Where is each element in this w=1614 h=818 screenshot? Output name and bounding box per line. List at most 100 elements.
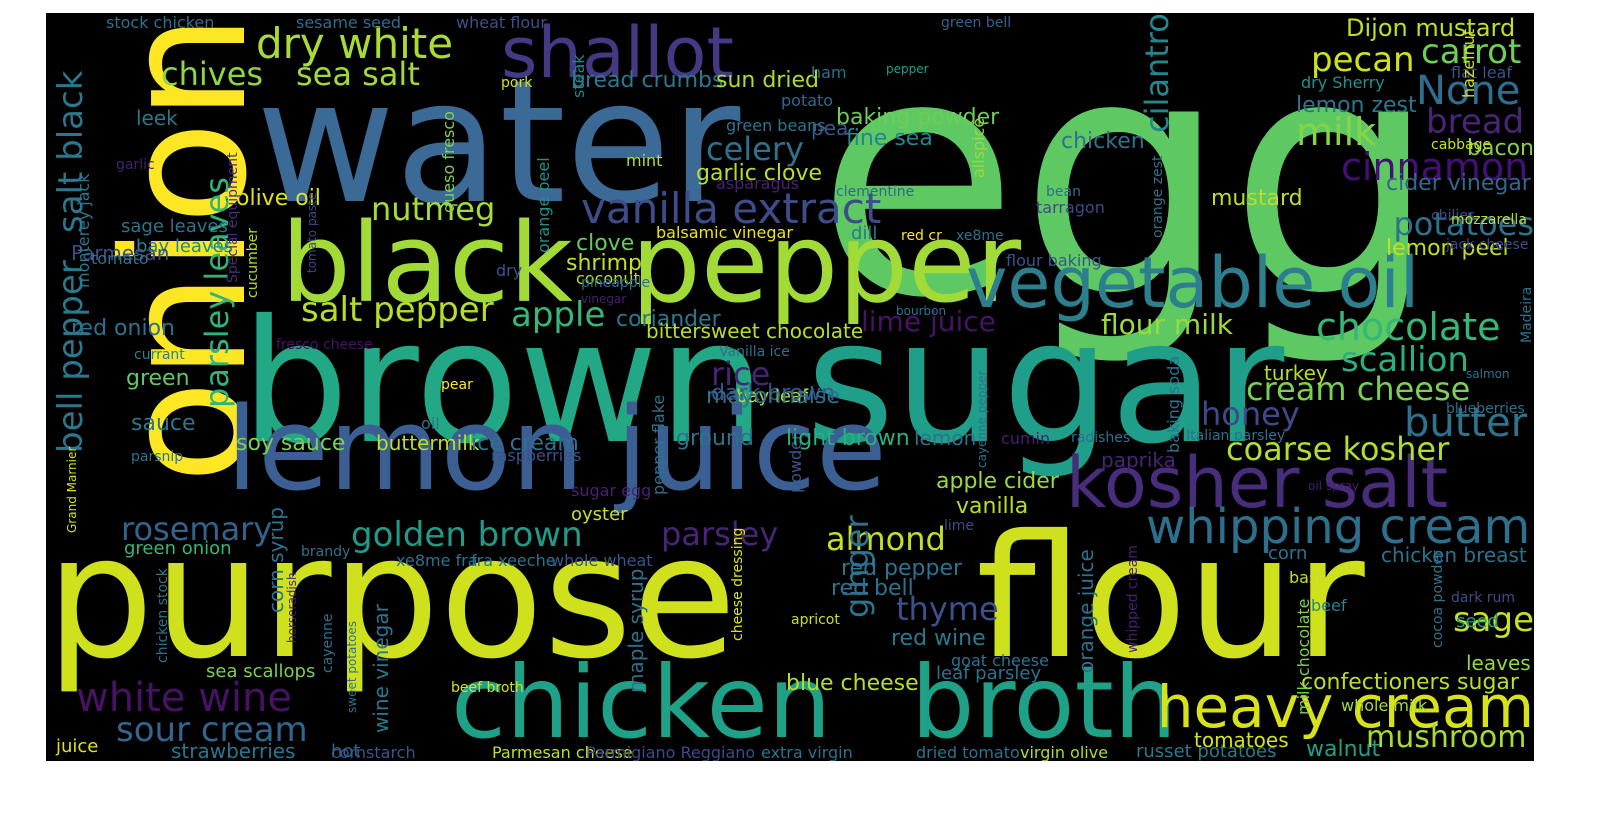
word: cheese dressing [730, 527, 746, 641]
word: pineapple [581, 275, 651, 291]
word: heavy cream [1156, 673, 1534, 741]
word: parsley [661, 515, 779, 553]
word: milk chocolate [1294, 598, 1313, 715]
word: sugar egg [571, 481, 652, 500]
word: walnut [1306, 737, 1381, 761]
word: kosher salt [1066, 442, 1449, 524]
word: flat leaf [1451, 63, 1512, 82]
word: bittersweet chocolate [646, 319, 864, 343]
word: bourbon [896, 304, 947, 318]
word: beef [1311, 596, 1347, 615]
word: chives [161, 55, 264, 93]
word: thyme [896, 590, 999, 628]
word: sugar [806, 284, 1285, 482]
word: honey [1201, 395, 1300, 433]
word: vegetable oil [966, 242, 1420, 324]
word: dried tomato [916, 743, 1020, 761]
word: dry [496, 261, 523, 280]
word: whole milk [1341, 696, 1428, 715]
word: chicken [451, 644, 832, 761]
word: green [126, 366, 190, 391]
word: lime juice [861, 305, 996, 338]
word: flour baking [1006, 251, 1102, 270]
word: tarragon [1036, 198, 1105, 217]
word: dry Sherry [1301, 73, 1385, 92]
word: wine vinegar [369, 604, 393, 733]
word: sun dried [716, 68, 819, 93]
word: sauce [131, 411, 196, 436]
word: brandy [301, 544, 351, 560]
word: salmon [1466, 367, 1510, 381]
word: leaves [1466, 651, 1531, 675]
word: shrimp [566, 251, 642, 276]
word: strawberries [171, 739, 296, 761]
word: confectioners sugar [1301, 670, 1519, 695]
word: bay leaves [136, 236, 234, 257]
word: bell pepper [51, 260, 91, 453]
word: None [1416, 68, 1521, 114]
word: hot [331, 741, 361, 761]
word: celery [706, 130, 804, 168]
word: potatoes [1393, 205, 1534, 243]
word: fine sea [846, 126, 933, 151]
word: bay leaf [736, 386, 809, 407]
word: Italian parsley [1186, 428, 1286, 444]
word: turkey [1264, 361, 1328, 385]
word: cider vinegar [1386, 171, 1531, 196]
word: butter [1404, 400, 1528, 446]
word: pork [501, 75, 533, 91]
word: Parmesan [71, 241, 170, 265]
word: basil [1289, 568, 1327, 587]
word: beef broth [451, 680, 524, 696]
word: sea scallops [206, 661, 316, 682]
word: flour [976, 499, 1365, 697]
word: bread [1426, 102, 1525, 142]
word: xe8me fra [396, 551, 478, 570]
word: xe8me [956, 228, 1004, 244]
word: cream cheese [1246, 370, 1471, 408]
word: lemon [226, 383, 584, 517]
word: cucumber [245, 227, 261, 298]
word: whipping cream [1146, 499, 1531, 555]
word: salt pepper [301, 290, 494, 330]
word: chicken stock [155, 568, 171, 663]
word: apple cider [936, 469, 1059, 494]
word: almond [826, 520, 946, 558]
word: soy sauce [236, 431, 346, 456]
word: mushroom [1366, 720, 1527, 755]
word-cloud: egg water onion brown sugar purpose flou… [46, 13, 1534, 761]
word: lemon zest [1296, 93, 1417, 118]
word: chocolate [1316, 305, 1501, 349]
word: tomato paste [305, 192, 319, 273]
word: maple syrup [624, 568, 648, 693]
word: black [281, 199, 573, 327]
word: Special equipment [225, 152, 241, 283]
word: cayenne pepper [975, 370, 989, 468]
word: goat cheese [951, 651, 1049, 670]
word: lime [944, 518, 975, 534]
word: tomatoes [1194, 728, 1289, 752]
word: shallot [501, 13, 734, 94]
word: rice [711, 355, 771, 393]
word: cayenne [320, 613, 336, 673]
word: garlic clove [696, 161, 823, 186]
word: virgin olive [1020, 743, 1109, 761]
word: ice cream [471, 431, 579, 456]
word: parsnip [131, 449, 184, 465]
word: paprika [1101, 448, 1176, 472]
word: baking soda [1164, 355, 1183, 453]
word: whole wheat [551, 551, 653, 570]
word: lemon [914, 426, 977, 450]
word: corn syrup [264, 507, 288, 613]
word: apricot [791, 612, 840, 628]
word: carrot [1421, 32, 1522, 72]
word: Dijon mustard [1346, 14, 1516, 42]
word: brown [241, 284, 766, 482]
word: bacon [1467, 136, 1534, 161]
word: currant [134, 347, 185, 363]
word: baking powder [836, 105, 1000, 130]
word: fra xeeche [471, 551, 556, 570]
word: scallion [1341, 340, 1469, 380]
word: balsamic vinegar [656, 223, 793, 242]
word: cilantro [1138, 13, 1176, 133]
